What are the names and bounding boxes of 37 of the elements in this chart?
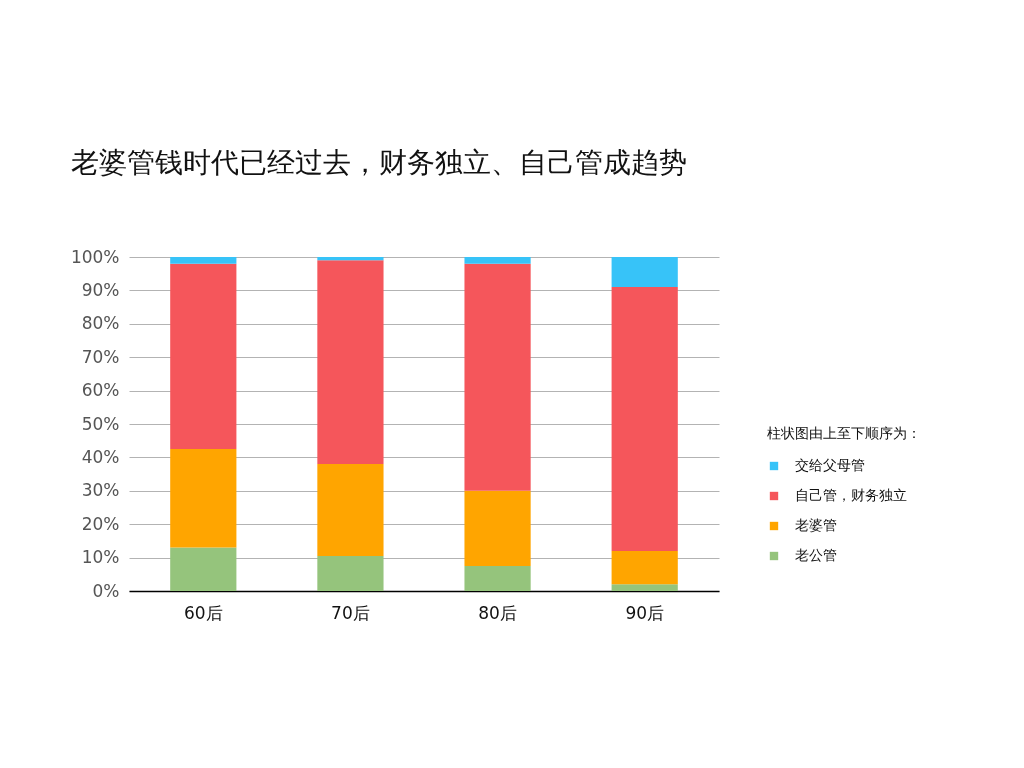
legend-title: 柱状图由上至下顺序为：	[767, 425, 921, 441]
legend-label: 自己管，财务独立	[795, 487, 907, 503]
chart-title: 老婆管钱时代已经过去，财务独立、自己管成趋势	[71, 146, 687, 179]
bar	[170, 263, 237, 450]
x-tick-label: 80后	[478, 602, 517, 623]
y-tick-label: 60%	[81, 380, 120, 401]
x-tick-label: 70后	[331, 602, 370, 623]
y-tick-label: 0%	[92, 580, 120, 601]
y-tick-label: 80%	[81, 313, 120, 334]
legend-label: 老婆管	[795, 517, 837, 533]
legend-label: 交给父母管	[795, 457, 865, 473]
bar	[317, 257, 384, 261]
x-tick-label: 90后	[625, 602, 665, 623]
y-tick-label: 70%	[81, 346, 120, 367]
y-tick-label: 30%	[81, 480, 120, 501]
bar	[170, 257, 237, 264]
y-tick-label: 100%	[70, 246, 120, 267]
bar	[464, 565, 531, 591]
y-tick-label: 40%	[81, 446, 120, 467]
bar	[611, 257, 678, 288]
bar	[611, 287, 678, 551]
y-tick-label: 90%	[81, 279, 120, 300]
bar	[317, 464, 384, 556]
y-tick-label: 50%	[81, 413, 120, 434]
bar	[170, 449, 237, 548]
bar	[464, 257, 531, 264]
bar	[611, 550, 678, 585]
y-tick-label: 10%	[81, 547, 120, 568]
bar	[464, 490, 531, 566]
bar	[464, 263, 531, 491]
bar	[317, 555, 384, 591]
y-tick-label: 20%	[81, 513, 120, 534]
bar	[317, 260, 384, 465]
legend-label: 老公管	[795, 547, 837, 563]
x-tick-label: 60后	[183, 602, 223, 623]
bar	[170, 547, 237, 591]
bar	[611, 584, 678, 591]
